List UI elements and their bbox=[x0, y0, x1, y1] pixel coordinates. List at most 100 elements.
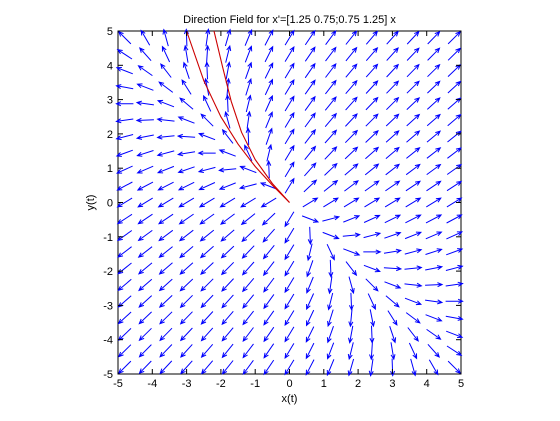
field-arrow bbox=[157, 213, 174, 225]
field-arrow bbox=[365, 63, 379, 78]
field-arrow bbox=[306, 276, 314, 294]
field-arrow bbox=[264, 62, 274, 79]
field-arrow bbox=[343, 248, 361, 256]
field-arrow bbox=[447, 147, 462, 159]
field-arrow bbox=[220, 245, 235, 259]
field-arrow bbox=[364, 180, 380, 192]
field-arrow bbox=[205, 28, 211, 47]
field-arrow bbox=[284, 128, 295, 145]
field-arrow bbox=[426, 130, 442, 143]
field-arrow bbox=[221, 278, 234, 292]
field-arrow bbox=[426, 328, 442, 340]
field-arrow bbox=[240, 213, 256, 226]
field-arrow bbox=[345, 63, 358, 78]
field-arrow bbox=[157, 197, 174, 208]
field-arrow bbox=[178, 213, 194, 225]
field-arrow bbox=[162, 28, 169, 47]
field-arrow bbox=[244, 45, 253, 63]
field-arrow bbox=[179, 246, 194, 259]
field-arrow bbox=[446, 163, 463, 175]
field-arrow bbox=[179, 294, 193, 309]
field-arrow bbox=[386, 96, 400, 111]
field-arrow bbox=[405, 312, 421, 324]
field-arrow bbox=[326, 342, 335, 360]
field-arrow bbox=[198, 197, 215, 208]
field-arrow bbox=[159, 360, 173, 375]
field-arrow bbox=[115, 118, 134, 124]
field-arrow bbox=[116, 230, 133, 242]
field-arrow bbox=[284, 78, 295, 95]
field-arrow bbox=[365, 113, 379, 127]
field-arrow bbox=[365, 46, 379, 62]
field-arrow bbox=[386, 80, 400, 94]
field-arrow bbox=[156, 99, 175, 108]
field-arrow bbox=[117, 344, 132, 358]
field-arrow bbox=[263, 310, 275, 326]
field-arrow bbox=[405, 163, 421, 176]
field-arrow bbox=[260, 197, 277, 208]
field-arrow bbox=[138, 295, 153, 308]
field-arrow bbox=[324, 146, 338, 160]
field-arrow bbox=[284, 260, 295, 277]
field-arrow bbox=[305, 326, 315, 343]
field-arrow bbox=[390, 342, 396, 361]
field-arrow bbox=[427, 80, 441, 94]
field-arrow bbox=[116, 181, 133, 191]
field-arrow bbox=[264, 78, 274, 96]
y-tick-label: -2 bbox=[103, 266, 113, 278]
field-arrow bbox=[384, 197, 401, 208]
field-arrow bbox=[447, 360, 462, 375]
field-arrow bbox=[348, 276, 355, 295]
field-arrow bbox=[116, 49, 133, 60]
x-tick-label: 0 bbox=[286, 378, 292, 390]
x-tick-label: -4 bbox=[147, 378, 157, 390]
field-arrow bbox=[259, 182, 278, 190]
field-arrow bbox=[262, 261, 275, 277]
field-arrow bbox=[244, 28, 253, 46]
field-arrow bbox=[159, 311, 173, 325]
field-arrow bbox=[425, 282, 444, 288]
field-arrow bbox=[159, 344, 173, 358]
field-arrow bbox=[425, 231, 443, 240]
field-arrow bbox=[221, 327, 234, 342]
field-arrow bbox=[138, 311, 152, 325]
field-arrow bbox=[116, 213, 133, 225]
field-arrow bbox=[284, 29, 295, 46]
field-arrow bbox=[325, 46, 337, 62]
field-arrow bbox=[347, 342, 354, 361]
field-arrow bbox=[117, 311, 132, 325]
field-arrow bbox=[369, 309, 376, 328]
field-arrow bbox=[410, 358, 417, 377]
field-arrow bbox=[200, 262, 214, 276]
field-arrow bbox=[179, 262, 194, 275]
field-arrow bbox=[447, 47, 462, 61]
solution-curves bbox=[186, 30, 290, 203]
field-arrow bbox=[197, 166, 216, 173]
field-arrow bbox=[242, 310, 254, 326]
field-arrow bbox=[138, 47, 152, 62]
y-axis-label: y(t) bbox=[85, 195, 97, 211]
field-arrow bbox=[221, 310, 234, 326]
field-arrow bbox=[199, 245, 214, 259]
field-arrow bbox=[284, 277, 295, 294]
field-arrow bbox=[304, 46, 316, 62]
field-arrow bbox=[406, 30, 420, 45]
field-arrow bbox=[404, 231, 423, 240]
field-arrow bbox=[365, 80, 379, 94]
field-arrow bbox=[446, 214, 463, 224]
field-arrow bbox=[363, 232, 382, 239]
field-arrow bbox=[327, 276, 333, 295]
field-arrow bbox=[385, 146, 400, 159]
field-arrow bbox=[324, 129, 338, 144]
field-arrow bbox=[324, 112, 337, 128]
field-arrow bbox=[344, 146, 359, 160]
field-arrow bbox=[158, 262, 173, 275]
field-arrow bbox=[156, 150, 175, 157]
field-arrow bbox=[242, 343, 254, 359]
field-arrow bbox=[387, 310, 398, 326]
field-arrow bbox=[405, 214, 422, 224]
y-tick-label: 2 bbox=[107, 129, 113, 141]
field-arrow bbox=[266, 143, 273, 162]
field-arrow bbox=[386, 47, 399, 61]
field-arrow bbox=[179, 278, 194, 292]
